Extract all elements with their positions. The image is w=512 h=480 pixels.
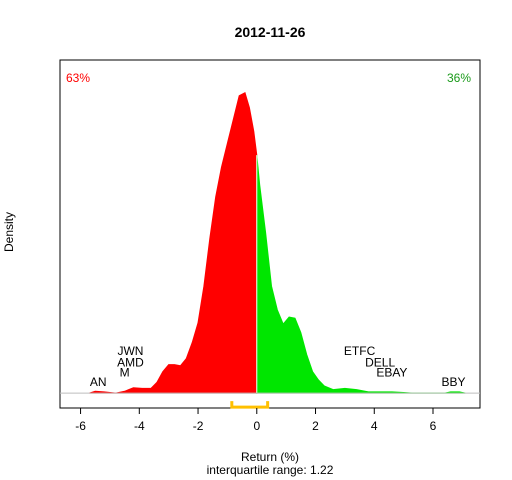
x-tick-label--2: -2 [193, 419, 204, 433]
negative-returns-area [89, 91, 258, 394]
negative-share-label: 63% [66, 71, 90, 85]
x-tick-label--4: -4 [134, 419, 145, 433]
plot-frame [59, 59, 481, 409]
x-tick-label--6: -6 [75, 419, 86, 433]
stock-label-dell: DELL [365, 355, 395, 369]
x-axis: -6 -4 -2 0 2 4 6 [75, 408, 437, 433]
positive-share-label: 36% [447, 71, 471, 85]
x-tick-label-6: 6 [430, 419, 437, 433]
x-tick-label-4: 4 [371, 419, 378, 433]
stock-label-jwn: JWN [117, 344, 143, 358]
x-tick-label-0: 0 [253, 419, 260, 433]
stock-label-amd: AMD [117, 355, 144, 369]
stock-label-ebay: EBAY [376, 365, 407, 379]
iqr-subtitle: interquartile range: 1.22 [207, 463, 334, 477]
chart-title: 2012-11-26 [235, 24, 306, 40]
stock-label-m: M [120, 365, 130, 379]
x-axis-label: Return (%) [241, 450, 299, 464]
stock-label-etfc: ETFC [344, 344, 376, 358]
iqr-bracket [230, 401, 270, 409]
plot-layer [59, 59, 481, 409]
x-tick-label-2: 2 [312, 419, 319, 433]
stock-label-an: AN [90, 375, 107, 389]
stock-label-bby: BBY [442, 375, 466, 389]
y-axis-label: Density [2, 212, 16, 252]
